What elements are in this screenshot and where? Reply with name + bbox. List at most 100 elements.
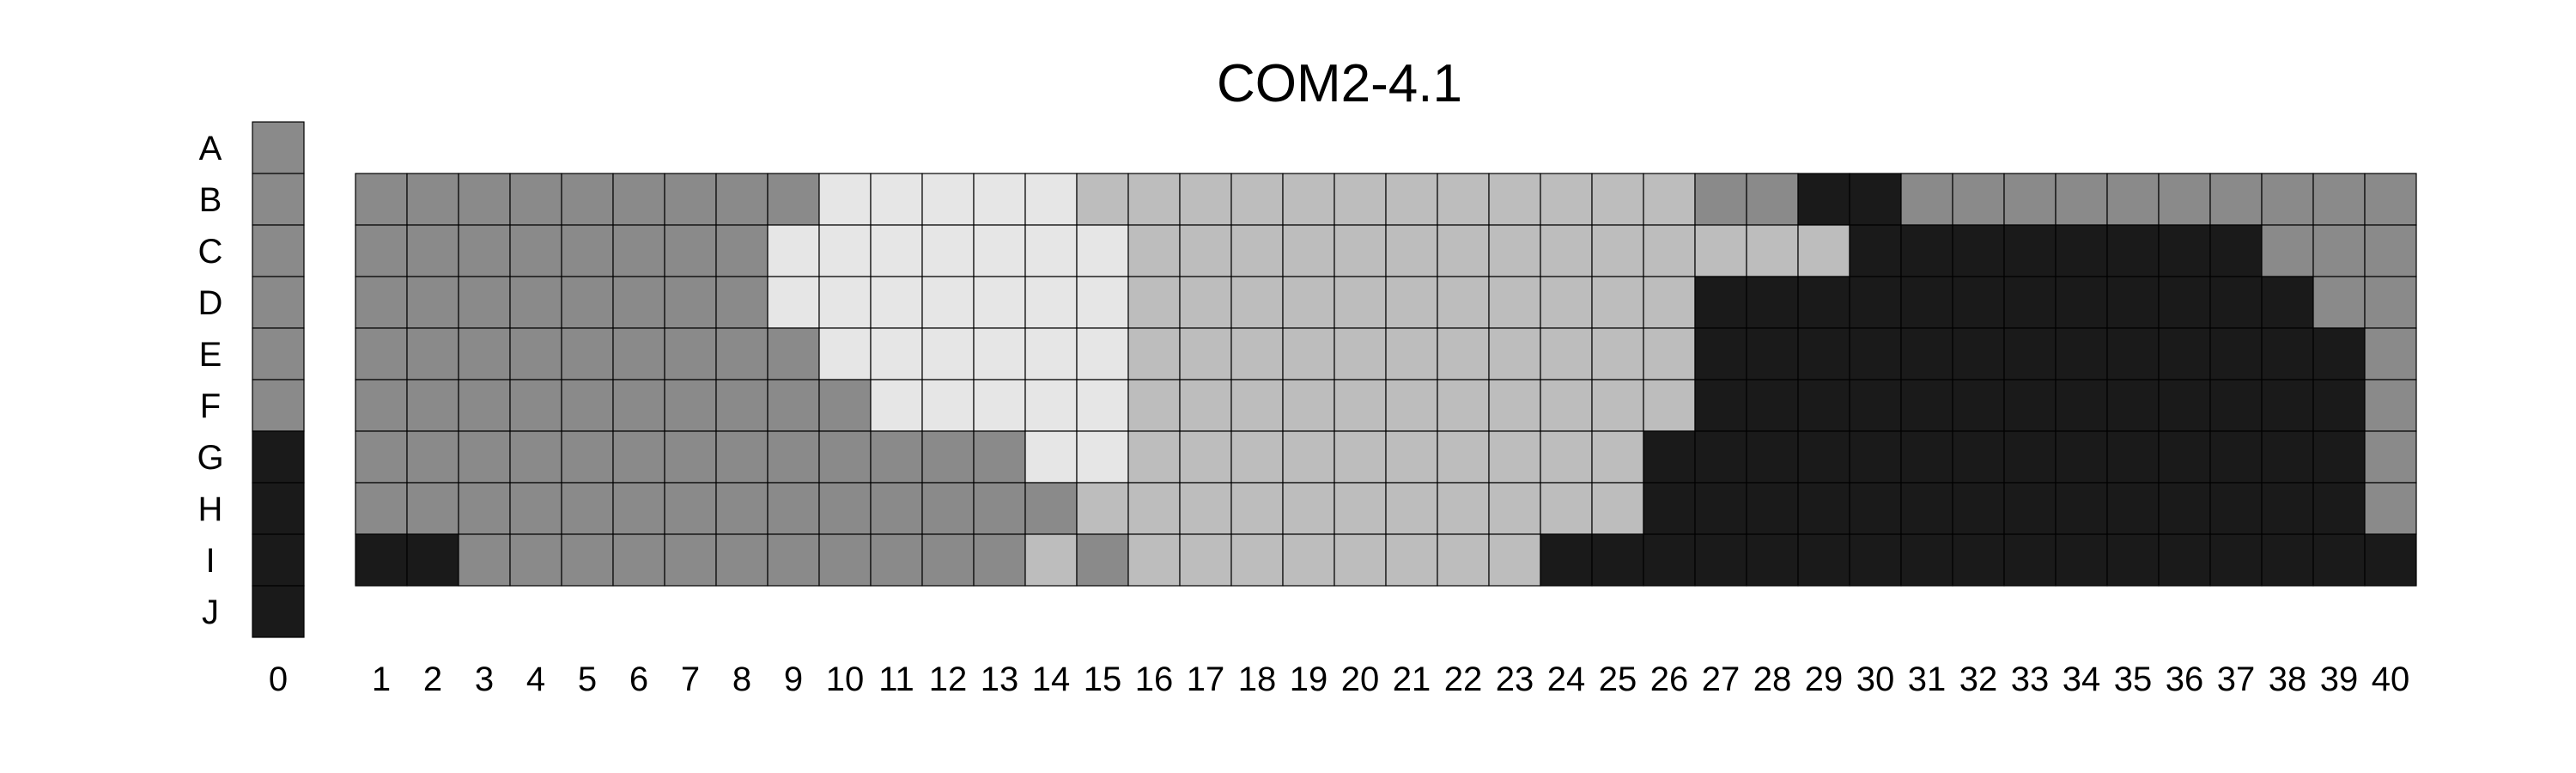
cell-I40: [2364, 533, 2417, 587]
row-label-A: A: [199, 130, 222, 167]
cell-H24: [1540, 482, 1593, 535]
cell-G3: [458, 430, 511, 484]
column-label-33: 33: [2011, 660, 2050, 698]
cell-C10: [818, 224, 872, 277]
cell-I34: [2055, 533, 2108, 587]
cell-I14: [1024, 533, 1078, 587]
cell-C13: [973, 224, 1026, 277]
cell-B30: [1849, 173, 1902, 226]
cell-D0: [252, 276, 305, 329]
column-label-26: 26: [1650, 660, 1689, 698]
column-labels: 0 1 2 3 4 5 6 7 8 9 10 11 12 13 14 15 16 17 18 19 20 21 22 23 24…: [269, 660, 2409, 698]
cell-A0: [252, 121, 305, 174]
cell-D28: [1746, 276, 1799, 329]
cell-C7: [664, 224, 717, 277]
cell-I21: [1385, 533, 1438, 587]
column-label-36: 36: [2166, 660, 2204, 698]
cell-F36: [2158, 379, 2211, 432]
cell-C30: [1849, 224, 1902, 277]
cell-B14: [1024, 173, 1078, 226]
cell-J0: [252, 585, 305, 638]
cell-I39: [2312, 533, 2366, 587]
cell-C23: [1488, 224, 1541, 277]
cell-H37: [2209, 482, 2263, 535]
cell-F11: [870, 379, 923, 432]
cell-E21: [1385, 327, 1438, 380]
cell-F16: [1127, 379, 1181, 432]
cell-F6: [612, 379, 665, 432]
cell-G39: [2312, 430, 2366, 484]
row-label-G: G: [197, 439, 223, 477]
cell-B20: [1334, 173, 1387, 226]
cell-I7: [664, 533, 717, 587]
cell-F9: [767, 379, 820, 432]
column-label-35: 35: [2114, 660, 2153, 698]
cell-E0: [252, 327, 305, 380]
cell-G17: [1179, 430, 1232, 484]
cell-G15: [1076, 430, 1129, 484]
cell-E32: [1952, 327, 2005, 380]
cell-E17: [1179, 327, 1232, 380]
cell-D33: [2003, 276, 2057, 329]
cell-G21: [1385, 430, 1438, 484]
cell-H6: [612, 482, 665, 535]
cell-B19: [1282, 173, 1335, 226]
column-label-14: 14: [1032, 660, 1071, 698]
column-label-37: 37: [2217, 660, 2256, 698]
cell-C15: [1076, 224, 1129, 277]
cell-H13: [973, 482, 1026, 535]
cell-I36: [2158, 533, 2211, 587]
cell-E23: [1488, 327, 1541, 380]
cell-G0: [252, 430, 305, 484]
cell-F12: [921, 379, 975, 432]
cell-G40: [2364, 430, 2417, 484]
cell-G1: [355, 430, 408, 484]
cell-G23: [1488, 430, 1541, 484]
cell-C21: [1385, 224, 1438, 277]
heatmap-grid: [355, 173, 2417, 587]
cell-E16: [1127, 327, 1181, 380]
cell-C1: [355, 224, 408, 277]
cell-F18: [1230, 379, 1284, 432]
cell-H1: [355, 482, 408, 535]
cell-E11: [870, 327, 923, 380]
cell-F28: [1746, 379, 1799, 432]
cell-C14: [1024, 224, 1078, 277]
cell-G5: [561, 430, 614, 484]
cell-B0: [252, 173, 305, 226]
cell-D20: [1334, 276, 1387, 329]
cell-E31: [1900, 327, 1953, 380]
cell-D24: [1540, 276, 1593, 329]
cell-I0: [252, 533, 305, 587]
cell-H39: [2312, 482, 2366, 535]
cell-E20: [1334, 327, 1387, 380]
cell-H10: [818, 482, 872, 535]
cell-B34: [2055, 173, 2108, 226]
row-label-F: F: [200, 387, 221, 425]
cell-F31: [1900, 379, 1953, 432]
cell-B16: [1127, 173, 1181, 226]
cell-F10: [818, 379, 872, 432]
cell-H27: [1694, 482, 1747, 535]
column-label-13: 13: [981, 660, 1019, 698]
cell-F29: [1797, 379, 1850, 432]
cell-B23: [1488, 173, 1541, 226]
cell-E7: [664, 327, 717, 380]
cell-B29: [1797, 173, 1850, 226]
cell-G33: [2003, 430, 2057, 484]
cell-C36: [2158, 224, 2211, 277]
cell-I25: [1591, 533, 1644, 587]
cell-E25: [1591, 327, 1644, 380]
cell-D18: [1230, 276, 1284, 329]
cell-E15: [1076, 327, 1129, 380]
cell-H36: [2158, 482, 2211, 535]
column-label-4: 4: [526, 660, 545, 698]
cell-F5: [561, 379, 614, 432]
cell-D6: [612, 276, 665, 329]
cell-D1: [355, 276, 408, 329]
cell-E38: [2261, 327, 2314, 380]
column-label-25: 25: [1599, 660, 1637, 698]
cell-H34: [2055, 482, 2108, 535]
cell-H16: [1127, 482, 1181, 535]
